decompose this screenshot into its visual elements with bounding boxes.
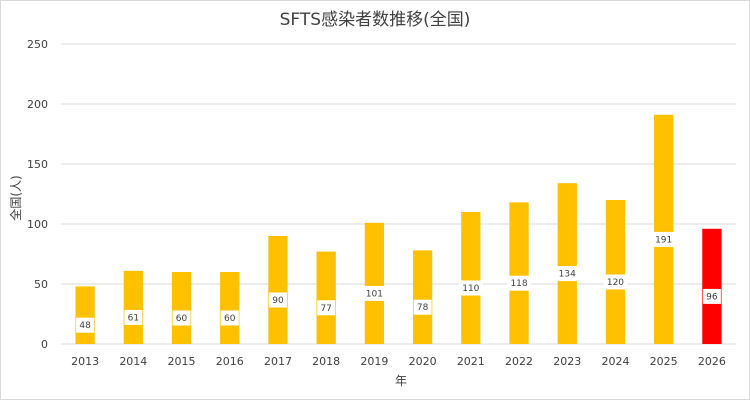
bar-2023	[557, 183, 577, 344]
x-tick-label: 2017	[264, 355, 292, 368]
bar-2014	[123, 270, 143, 344]
x-tick-label: 2024	[601, 355, 629, 368]
y-tick-label: 200	[27, 98, 48, 111]
data-label-2017: 90	[272, 296, 284, 306]
x-tick-label: 2014	[119, 355, 147, 368]
bar-2026	[702, 228, 722, 344]
bar-2015	[171, 272, 192, 344]
bar-2017	[268, 236, 288, 344]
data-label-2016: 60	[224, 314, 236, 324]
y-tick-label: 250	[27, 38, 48, 51]
data-label-2021: 110	[462, 284, 479, 294]
x-axis-title: 年	[395, 374, 407, 388]
data-label-box	[268, 292, 287, 308]
bar-2020	[412, 250, 433, 344]
data-label-2014: 61	[128, 313, 139, 323]
y-tick-label: 150	[27, 158, 48, 171]
bar-2013	[75, 286, 95, 344]
x-tick-label: 2013	[71, 355, 99, 368]
data-label-2022: 118	[510, 279, 527, 289]
y-tick-label: 0	[41, 338, 48, 351]
x-tick-label: 2020	[409, 355, 437, 368]
data-label-box	[555, 266, 580, 282]
data-label-box	[507, 275, 532, 291]
x-tick-label: 2021	[457, 355, 485, 368]
bar-2016	[220, 272, 240, 344]
data-label-box	[413, 299, 432, 315]
data-label-box	[317, 300, 336, 316]
x-tick-label: 2018	[312, 355, 340, 368]
data-label-2020: 78	[417, 303, 429, 313]
data-label-2018: 77	[320, 304, 331, 314]
y-tick-label: 100	[27, 218, 48, 231]
data-label-box	[603, 274, 628, 290]
bar-2024	[605, 200, 626, 344]
data-label-box	[124, 309, 143, 325]
grid-lines	[61, 43, 736, 345]
data-label-2024: 120	[607, 278, 624, 288]
x-tick-label: 2025	[650, 355, 678, 368]
bars: 48 61 60 60 90 77 101 78 110 118 134 120 191 96	[75, 114, 722, 344]
data-label-box	[220, 310, 239, 326]
data-label-box	[172, 310, 191, 326]
data-label-box	[651, 231, 676, 247]
y-axis-title: 全国(人)	[8, 175, 23, 220]
data-label-2025: 191	[655, 235, 672, 245]
bar-2018	[316, 251, 336, 344]
data-label-2023: 134	[559, 270, 576, 280]
bar-2019	[364, 222, 385, 344]
bar-2025	[654, 114, 674, 344]
data-label-2019: 101	[366, 289, 383, 299]
data-label-2026: 96	[706, 292, 718, 302]
x-tick-label: 2019	[360, 355, 388, 368]
data-label-box	[76, 317, 95, 333]
y-tick-label: 50	[34, 278, 48, 291]
data-label-box	[362, 285, 387, 301]
x-axis-ticks: 2013 2014 2015 2016 2017 2018 2019 2020 2021 2022…	[71, 355, 726, 368]
x-tick-label: 2026	[698, 355, 726, 368]
bar-2022	[509, 202, 529, 344]
x-tick-label: 2022	[505, 355, 533, 368]
data-label-2015: 60	[176, 314, 188, 324]
bar-2021	[461, 212, 481, 344]
y-axis-ticks: 0 50 100 150 200 250	[27, 38, 48, 351]
x-tick-label: 2015	[168, 355, 196, 368]
data-label-2013: 48	[79, 321, 91, 331]
x-tick-label: 2016	[216, 355, 244, 368]
x-tick-label: 2023	[553, 355, 581, 368]
chart-title: SFTS感染者数推移(全国)	[280, 10, 471, 30]
data-label-box	[702, 288, 721, 304]
data-label-box	[458, 280, 483, 296]
